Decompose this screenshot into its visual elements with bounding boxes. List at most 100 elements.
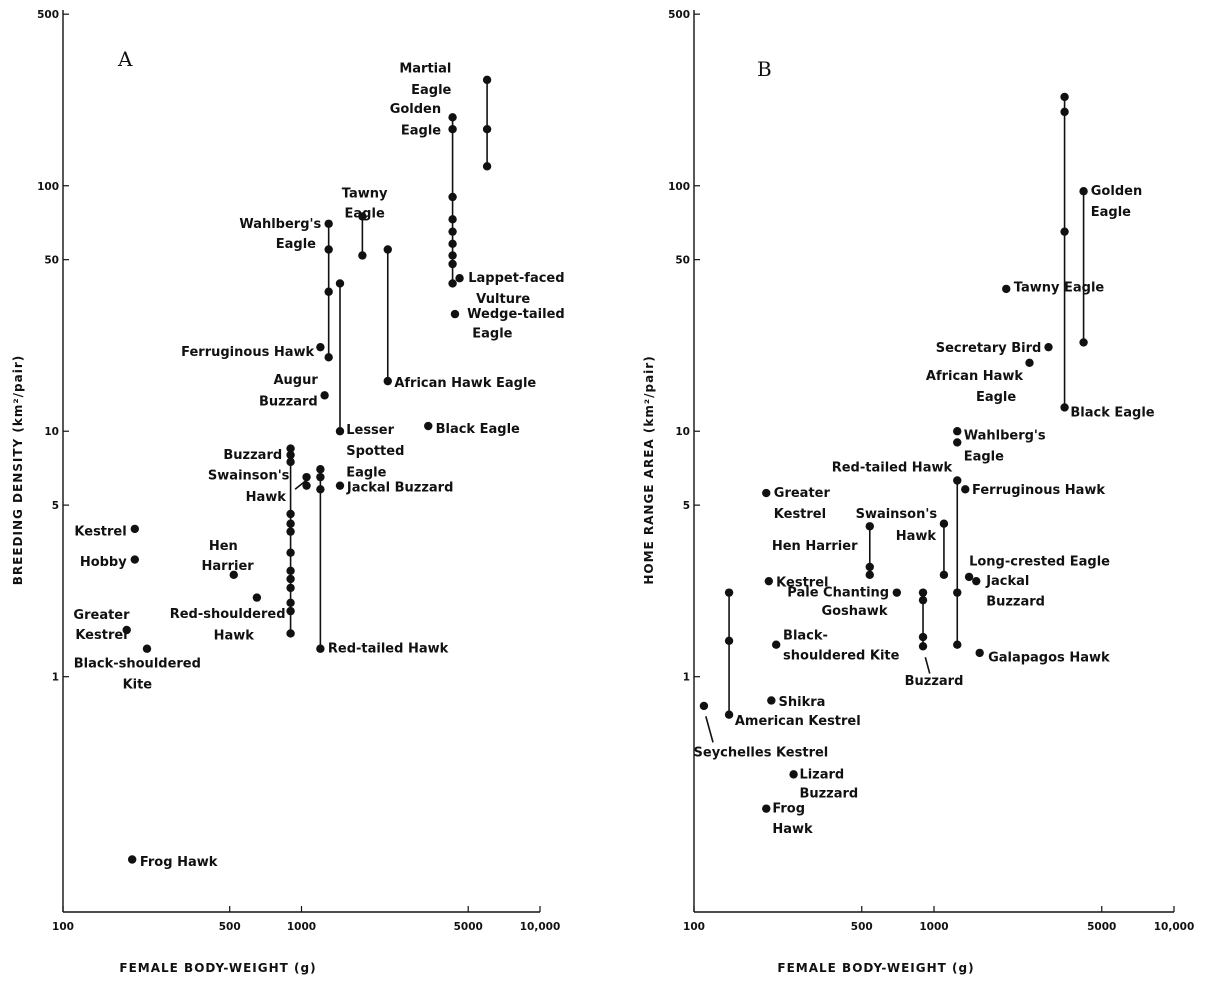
data-point: [724, 636, 734, 646]
point-label: Kite: [123, 677, 153, 692]
data-point: [953, 427, 962, 436]
x-axis-title: FEMALE BODY-WEIGHT (g): [777, 961, 974, 975]
data-point: [286, 457, 295, 467]
point-label: Ferruginous Hawk: [181, 345, 314, 360]
data-point: [1060, 227, 1069, 236]
x-tick-label: 10,000: [1154, 921, 1195, 933]
chart-b-svg: 100 500 1000 5000 10,000 1 5 10 50 100 500 B FEMALE …: [642, 9, 1195, 975]
x-tick-label: 1000: [287, 921, 316, 933]
data-point: [918, 642, 928, 651]
x-tick-label: 5000: [1087, 921, 1116, 933]
point-label: Jackal: [985, 574, 1029, 589]
data-point: [286, 583, 295, 593]
x-tick-label: 100: [683, 921, 705, 933]
point-label: Frog: [772, 802, 805, 817]
chart-a-svg: 100 500 1000 5000 10,000 1 5 10 50 100 500 A FEMALE …: [11, 9, 565, 975]
x-tick-label: 10,000: [520, 921, 561, 933]
point-label: Hobby: [80, 555, 127, 570]
point-label: Wedge-tailed: [467, 307, 565, 322]
data-point: [1079, 187, 1088, 196]
point-label: Red-tailed Hawk: [832, 461, 953, 476]
point-label: Swainson's: [856, 507, 938, 522]
y-axis-title: BREEDING DENSITY (km²/pair): [11, 355, 25, 585]
data-point: [286, 629, 295, 638]
x-tick-label: 500: [219, 921, 241, 933]
data-point: [1079, 338, 1088, 347]
data-point: [383, 376, 392, 386]
data-point: [229, 570, 238, 580]
data-point: [699, 701, 709, 711]
data-point: [865, 562, 874, 572]
point-label: Swainson's: [208, 469, 290, 484]
data-point: [892, 588, 902, 597]
data-point: [972, 576, 981, 586]
point-label: Buzzard: [986, 595, 1045, 610]
point-label: Jackal Buzzard: [346, 480, 454, 495]
y-tick-label: 500: [668, 9, 690, 21]
point-label: Eagle: [411, 83, 451, 98]
data-point: [865, 570, 874, 580]
point-label: Pale Chanting: [787, 586, 889, 601]
y-tick-label: 100: [37, 181, 59, 193]
y-axis-title: HOME RANGE AREA (km²/pair): [642, 355, 656, 584]
data-point: [324, 287, 333, 296]
point-label: Eagle: [976, 390, 1016, 405]
y-tick-label: 10: [675, 426, 690, 438]
point-label: Eagle: [401, 123, 441, 138]
point-label: Shikra: [779, 695, 826, 710]
point-label: Red-tailed Hawk: [328, 642, 449, 657]
point-label: Lappet-faced: [468, 271, 564, 286]
data-point: [448, 227, 457, 236]
panel-b-home-range: 100 500 1000 5000 10,000 1 5 10 50 100 500 B FEMALE …: [606, 0, 1211, 982]
data-point: [975, 648, 984, 658]
label-pointer: [924, 657, 931, 674]
data-point: [335, 279, 345, 288]
data-point: [286, 444, 295, 453]
data-point: [286, 519, 295, 528]
data-point: [286, 548, 295, 557]
label-pointer: [705, 716, 714, 743]
point-label: Wahlberg's: [964, 429, 1046, 444]
data-point: [286, 566, 295, 576]
data-point: [122, 625, 131, 635]
data-point: [286, 574, 295, 584]
point-label: Hawk: [772, 822, 813, 837]
data-point: [316, 644, 325, 653]
data-point: [383, 245, 392, 254]
point-label: Greater: [73, 608, 130, 623]
data-point: [1060, 403, 1069, 412]
data-point: [939, 519, 949, 528]
data-point: [316, 465, 325, 474]
data-point: [316, 485, 325, 494]
data-point: [424, 421, 433, 431]
point-label: Black-shouldered: [74, 657, 201, 672]
point-label: Hawk: [214, 629, 255, 644]
data-point: [865, 522, 874, 531]
point-label: Buzzard: [799, 786, 858, 801]
panel-a-breeding-density: 100 500 1000 5000 10,000 1 5 10 50 100 500 A FEMALE …: [11, 9, 565, 975]
data-point: [286, 509, 295, 519]
point-label: African Hawk: [926, 369, 1024, 384]
data-point: [286, 527, 295, 536]
data-point: [448, 192, 457, 202]
data-point: [764, 576, 774, 586]
point-label: Black Eagle: [1070, 406, 1154, 421]
data-point: [918, 595, 928, 605]
point-label: Black-: [783, 629, 828, 644]
data-point: [252, 593, 262, 602]
data-point: [142, 644, 152, 653]
point-label: Kestrel: [776, 575, 828, 590]
point-label: Eagle: [276, 237, 316, 252]
data-point: [1025, 358, 1034, 367]
data-point: [1002, 284, 1011, 294]
point-label: Golden: [1091, 184, 1142, 199]
data-point: [961, 485, 970, 494]
point-label: Eagle: [345, 207, 385, 222]
y-tick-label: 50: [44, 255, 59, 267]
data-point: [130, 555, 139, 564]
point-label: Harrier: [202, 559, 255, 574]
data-point: [358, 212, 367, 221]
point-label: Seychelles Kestrel: [694, 746, 829, 761]
data-point: [964, 572, 974, 582]
data-point: [767, 696, 776, 705]
